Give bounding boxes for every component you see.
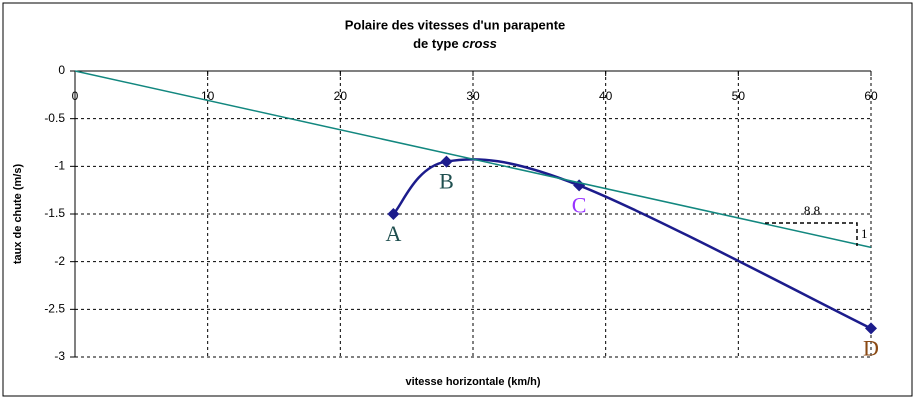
x-tick-label: 40 bbox=[599, 89, 613, 103]
y-tick-label: 0 bbox=[58, 63, 65, 77]
x-tick-label: 60 bbox=[864, 89, 878, 103]
subtitle-emphasis: cross bbox=[462, 36, 497, 51]
point-label: C bbox=[572, 192, 587, 217]
x-axis-label: vitesse horizontale (km/h) bbox=[405, 376, 540, 388]
x-tick-label: 50 bbox=[732, 89, 746, 103]
x-tick-label: 20 bbox=[334, 89, 348, 103]
y-tick-label: -0.5 bbox=[44, 111, 65, 125]
subtitle-text: de type bbox=[413, 36, 459, 51]
y-tick-label: -2.5 bbox=[44, 302, 65, 316]
y-tick-label: -1 bbox=[54, 159, 65, 173]
series-line bbox=[74, 70, 872, 249]
point-label: B bbox=[439, 169, 454, 194]
y-tick-label: -3 bbox=[54, 349, 65, 363]
point-marker bbox=[865, 322, 877, 335]
y-axis-label: taux de chute (m/s) bbox=[12, 164, 24, 265]
run-label: 8.8 bbox=[804, 203, 820, 218]
point-label: D bbox=[863, 335, 879, 360]
point-marker bbox=[440, 155, 453, 168]
slope-triangle bbox=[765, 222, 858, 246]
y-tick-label: -1.5 bbox=[44, 206, 65, 220]
rise-label: 1 bbox=[861, 226, 868, 241]
x-tick-label: 30 bbox=[466, 89, 480, 103]
series-line bbox=[392, 158, 872, 330]
y-tick-label: -2 bbox=[54, 254, 65, 268]
point-label: A bbox=[385, 221, 401, 246]
point-marker bbox=[387, 208, 400, 220]
chart-title: Polaire des vitesses d'un parapente bbox=[345, 17, 566, 32]
plot-area: 0-0.5-1-1.5-2-2.5-30102030405060ABCD bbox=[44, 63, 879, 363]
chart-subtitle: de type cross bbox=[413, 36, 497, 51]
